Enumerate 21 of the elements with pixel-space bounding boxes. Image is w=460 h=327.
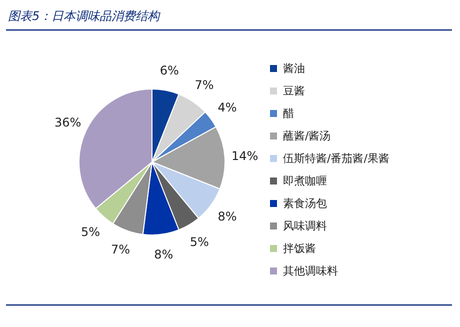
legend-label: 伍斯特酱/番茄酱/果酱	[283, 152, 390, 165]
legend-label: 酱油	[283, 62, 305, 75]
data-label: 36%	[54, 115, 82, 130]
legend-label: 豆酱	[283, 84, 305, 98]
chart-title: 图表5：日本调味品消费结构	[8, 9, 161, 23]
data-label: 8%	[218, 210, 237, 224]
legend-label: 即煮咖喱	[283, 174, 327, 188]
legend-label: 素食汤包	[283, 197, 327, 210]
legend-label: 蘸酱/酱汤	[283, 130, 331, 142]
data-label: 6%	[160, 64, 179, 78]
legend-label: 拌饭酱	[283, 242, 316, 255]
data-label: 7%	[110, 242, 130, 256]
data-label: 8%	[154, 247, 174, 262]
data-label: 5%	[80, 224, 100, 239]
legend-label: 醋	[283, 107, 294, 120]
legend-label: 其他调味料	[283, 264, 338, 278]
data-label: 14%	[231, 149, 258, 164]
data-label: 5%	[190, 235, 209, 250]
data-label: 7%	[194, 78, 214, 92]
legend-label: 风味调料	[283, 220, 327, 232]
data-label: 4%	[218, 100, 237, 114]
